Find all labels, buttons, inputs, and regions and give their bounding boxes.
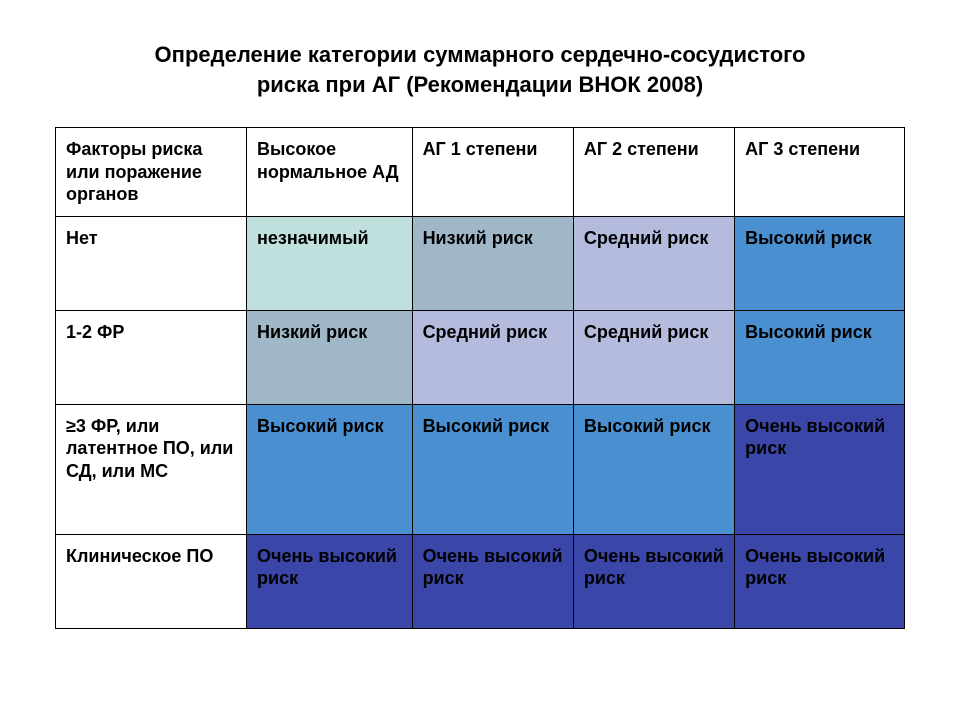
risk-cell: незначимый: [247, 216, 413, 310]
row-label-2: ≥3 ФР, или латентное ПО, или СД, или МС: [56, 404, 247, 534]
risk-cell: Высокий риск: [573, 404, 734, 534]
row-label-1: 1-2 ФР: [56, 310, 247, 404]
risk-cell: Средний риск: [573, 310, 734, 404]
risk-table: Факторы риска или поражение органов Высо…: [55, 127, 905, 629]
header-cell-4: АГ 3 степени: [735, 128, 905, 217]
slide-title: Определение категории суммарного сердечн…: [55, 40, 905, 99]
risk-cell: Низкий риск: [247, 310, 413, 404]
risk-cell: Средний риск: [573, 216, 734, 310]
risk-cell: Средний риск: [412, 310, 573, 404]
row-label-0: Нет: [56, 216, 247, 310]
slide: Определение категории суммарного сердечн…: [0, 0, 960, 720]
risk-cell: Низкий риск: [412, 216, 573, 310]
risk-cell: Высокий риск: [412, 404, 573, 534]
risk-cell: Высокий риск: [735, 216, 905, 310]
header-row: Факторы риска или поражение органов Высо…: [56, 128, 905, 217]
header-cell-3: АГ 2 степени: [573, 128, 734, 217]
header-cell-0: Факторы риска или поражение органов: [56, 128, 247, 217]
header-cell-1: Высокое нормальное АД: [247, 128, 413, 217]
risk-cell: Очень высокий риск: [412, 534, 573, 628]
tbody: Факторы риска или поражение органов Высо…: [56, 128, 905, 629]
table-row: Нет незначимый Низкий риск Средний риск …: [56, 216, 905, 310]
header-cell-2: АГ 1 степени: [412, 128, 573, 217]
title-line-1: Определение категории суммарного сердечн…: [155, 42, 806, 67]
table-row: 1-2 ФР Низкий риск Средний риск Средний …: [56, 310, 905, 404]
table-row: Клиническое ПО Очень высокий риск Очень …: [56, 534, 905, 628]
risk-cell: Очень высокий риск: [247, 534, 413, 628]
risk-cell: Высокий риск: [735, 310, 905, 404]
risk-cell: Очень высокий риск: [735, 404, 905, 534]
title-line-2: риска при АГ (Рекомендации ВНОК 2008): [257, 72, 703, 97]
risk-cell: Очень высокий риск: [735, 534, 905, 628]
row-label-3: Клиническое ПО: [56, 534, 247, 628]
table-row: ≥3 ФР, или латентное ПО, или СД, или МС …: [56, 404, 905, 534]
risk-cell: Очень высокий риск: [573, 534, 734, 628]
risk-cell: Высокий риск: [247, 404, 413, 534]
